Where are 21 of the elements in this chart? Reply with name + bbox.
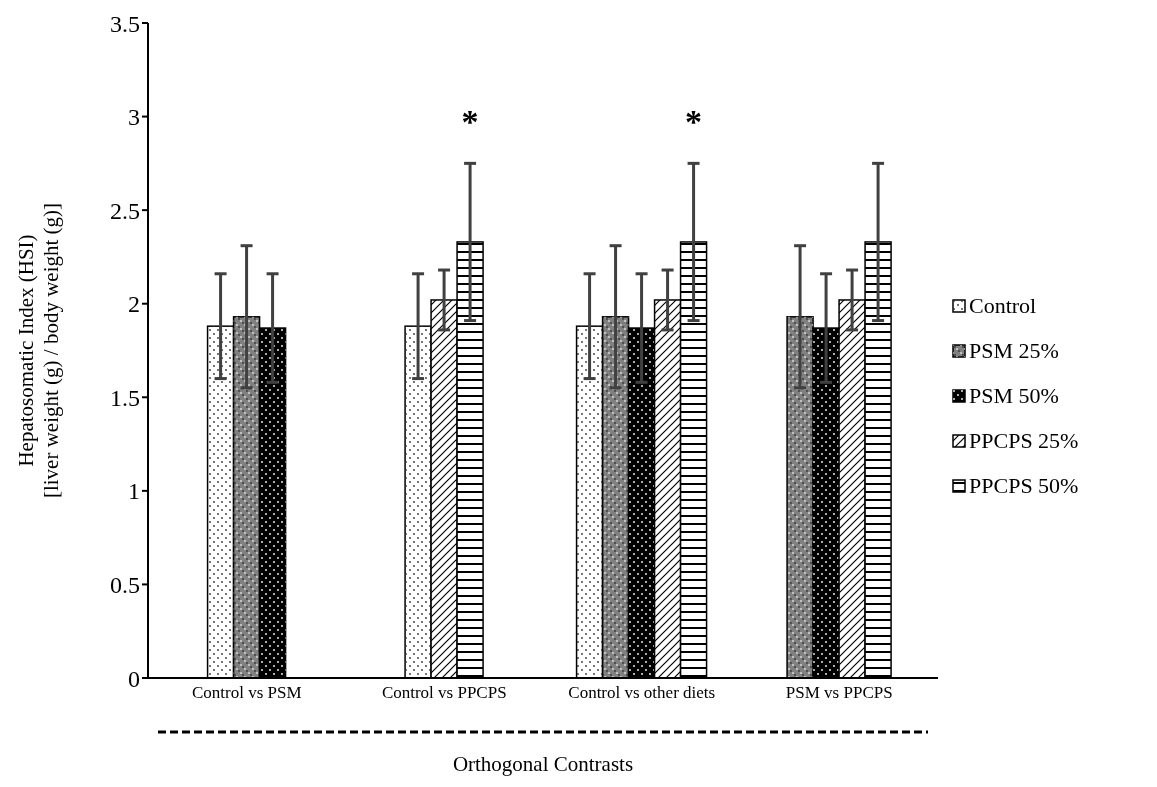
y-axis-title: Hepatosomatic Index (HSI) [liver weight (g) / body weight (g)] [14,202,63,499]
legend-label: PSM 50% [969,382,1059,409]
y-tick-label: 3 [128,104,140,131]
legend-label: PSM 25% [969,337,1059,364]
y-tick-label: 2 [128,291,140,318]
y-tick-label: 0 [128,665,140,692]
legend-label: PPCPS 25% [969,427,1079,454]
legend-label: PPCPS 50% [969,472,1079,499]
y-tick-label: 0.5 [110,571,140,598]
x-tick-label: Control vs PSM [191,683,302,703]
annotation: * [685,103,703,141]
x-axis-title: Orthogonal Contrasts [452,752,634,776]
x-tick-label: Control vs PPCPS [381,683,507,703]
y-tick-label: 1.5 [110,384,140,411]
y-tick-label: 2.5 [110,197,140,224]
y-tick-label: 3.5 [110,10,140,37]
annotation: * [461,103,479,141]
legend-label: Control [969,292,1037,319]
x-tick-label: Control vs other diets [568,683,716,703]
x-tick-label: PSM vs PPCPS [785,683,893,703]
y-tick-label: 1 [128,478,140,505]
